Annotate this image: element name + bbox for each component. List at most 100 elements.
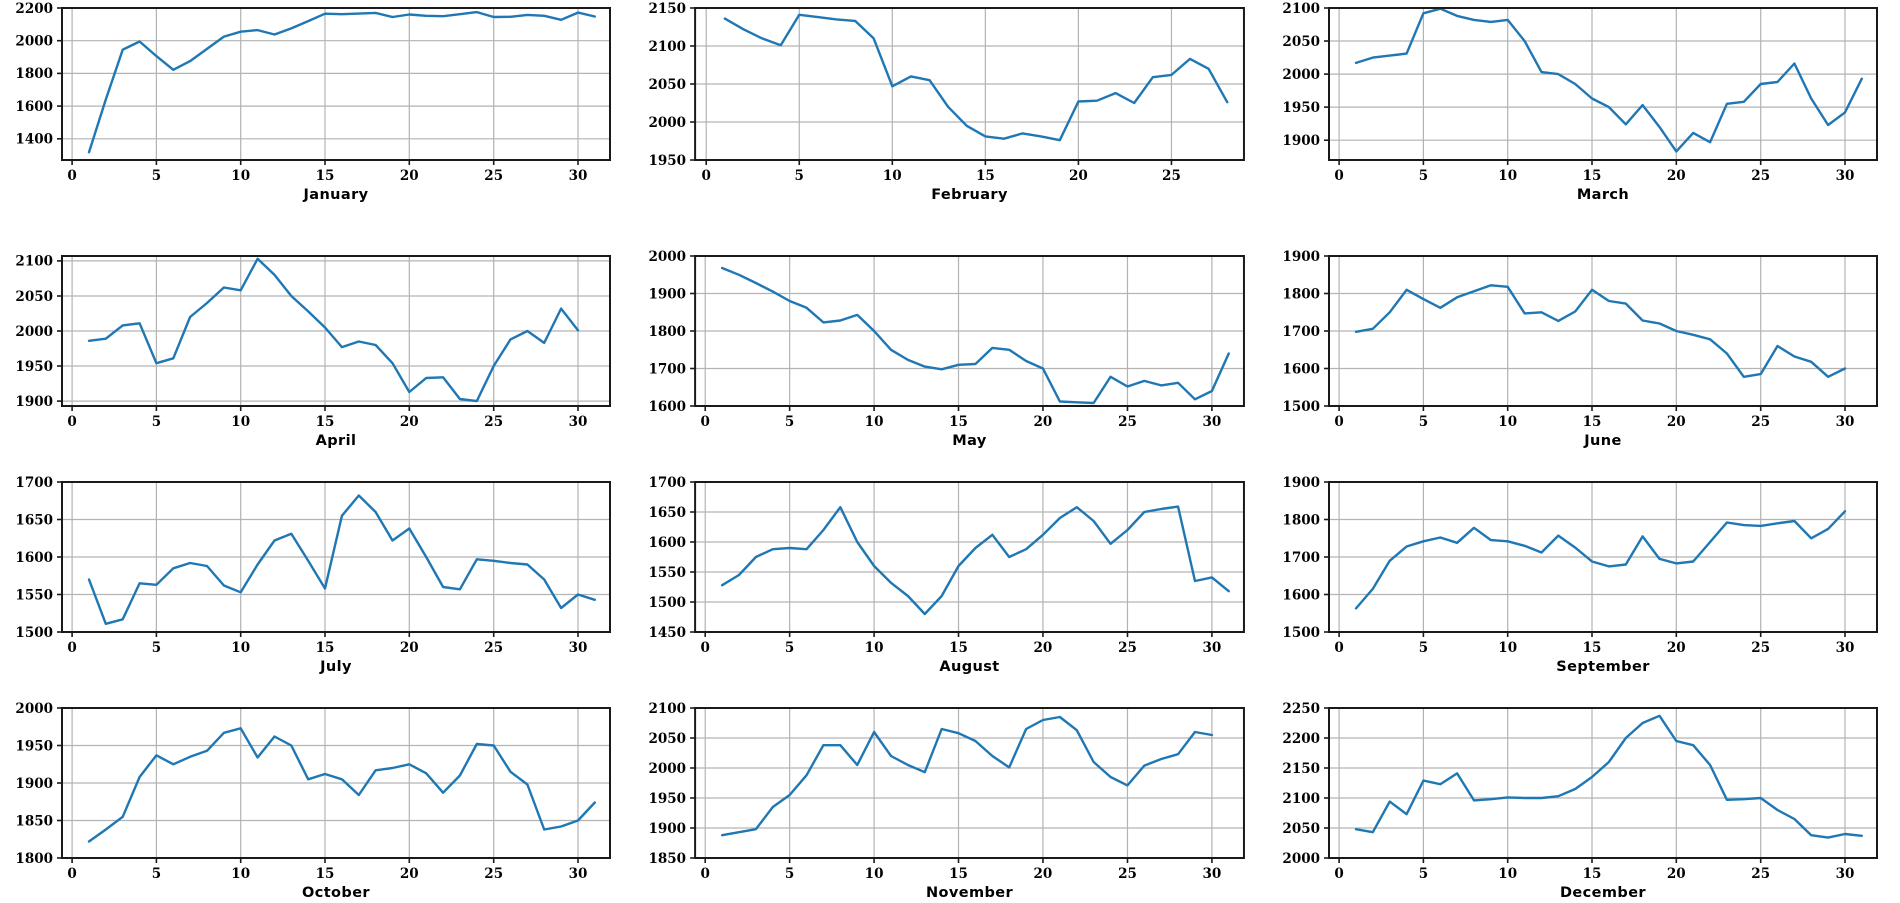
plot-border	[1328, 481, 1878, 633]
x-tick-label: 25	[484, 414, 503, 430]
x-tick-label: 0	[1334, 414, 1343, 430]
x-tick-label: 5	[795, 168, 804, 184]
y-tick-label: 1500	[15, 625, 53, 641]
month-label: July	[319, 659, 352, 675]
x-tick-label: 20	[1667, 640, 1686, 656]
y-tick-label: 1900	[15, 394, 53, 410]
x-tick-label: 30	[1836, 866, 1855, 882]
x-tick-label: 30	[1203, 640, 1222, 656]
april-data-line	[87, 257, 580, 403]
x-tick-label: 0	[701, 866, 710, 882]
y-tick-label: 1550	[648, 565, 686, 581]
chart-february: 1950 2000 2050 2100 2150 0 5 10 15 20 25 February	[633, 0, 1267, 226]
june-line-chart: 1500 1600 1700 1800 1900 0 5 10 15 20 25 30 June	[1282, 249, 1878, 449]
y-tick-label: 1650	[15, 512, 53, 528]
y-tick-label: 1900	[1282, 133, 1320, 149]
y-tick-label: 1600	[648, 535, 686, 551]
x-tick-label: 25	[1118, 866, 1137, 882]
july-data-line	[87, 494, 596, 626]
x-tick-label: 25	[1751, 866, 1770, 882]
y-tick-label: 1850	[15, 813, 53, 829]
y-tick-label: 1900	[15, 776, 53, 792]
y-tick-label: 2050	[15, 289, 53, 305]
y-tick-label: 1700	[648, 361, 686, 377]
x-tick-label: 25	[1751, 168, 1770, 184]
plot-border	[61, 7, 611, 161]
month-label: August	[939, 659, 999, 675]
x-tick-label: 15	[316, 866, 335, 882]
x-tick-label: 15	[949, 866, 968, 882]
y-tick-label: 2100	[648, 701, 686, 717]
x-tick-label: 30	[1203, 866, 1222, 882]
x-tick-label: 20	[1667, 168, 1686, 184]
chart-december: 2000 2050 2100 2150 2200 2250 0 5 10 15 20 25 30 Dece…	[1267, 678, 1900, 903]
december-line-chart: 2000 2050 2100 2150 2200 2250 0 5 10 15 20 25 30 Dece…	[1282, 701, 1878, 901]
plot-border	[694, 481, 1245, 633]
chart-july: 1500 1550 1600 1650 1700 0 5 10 15 20 25 30 July	[0, 452, 633, 678]
x-tick-label: 0	[1334, 866, 1343, 882]
x-tick-label: 15	[1583, 866, 1602, 882]
plot-border	[61, 481, 611, 633]
month-label: March	[1577, 187, 1629, 203]
x-tick-label: 10	[865, 640, 884, 656]
y-tick-label: 1850	[648, 851, 686, 867]
july-line-chart: 1500 1550 1600 1650 1700 0 5 10 15 20 25 30 July	[15, 475, 611, 675]
chart-april: 1900 1950 2000 2050 2100 0 5 10 15 20 25 30 April	[0, 226, 633, 452]
y-tick-label: 2000	[648, 249, 686, 265]
y-tick-label: 1800	[15, 66, 53, 82]
x-tick-label: 20	[1069, 168, 1088, 184]
plot-border	[694, 255, 1245, 407]
x-tick-label: 20	[400, 640, 419, 656]
february-line-chart: 1950 2000 2050 2100 2150 0 5 10 15 20 25 February	[648, 1, 1245, 203]
x-tick-label: 5	[1419, 640, 1428, 656]
x-tick-label: 5	[1419, 866, 1428, 882]
y-tick-label: 1950	[1282, 100, 1320, 116]
y-tick-label: 1950	[15, 359, 53, 375]
y-tick-label: 2050	[1282, 34, 1320, 50]
march-line-chart: 1900 1950 2000 2050 2100 0 5 10 15 20 25 30 March	[1282, 1, 1878, 203]
month-label: May	[952, 433, 987, 449]
y-tick-label: 2250	[1282, 701, 1320, 717]
august-data-line	[720, 505, 1230, 616]
y-tick-label: 2050	[1282, 821, 1320, 837]
x-tick-label: 20	[1667, 414, 1686, 430]
y-tick-label: 2200	[1282, 731, 1320, 747]
y-tick-label: 2100	[15, 254, 53, 270]
x-tick-label: 15	[1583, 168, 1602, 184]
plot-border	[61, 707, 611, 859]
x-tick-label: 30	[1836, 640, 1855, 656]
x-tick-label: 5	[785, 640, 794, 656]
september-data-line	[1354, 510, 1847, 610]
x-tick-label: 20	[400, 168, 419, 184]
x-tick-label: 30	[1836, 414, 1855, 430]
y-tick-label: 2000	[648, 761, 686, 777]
y-tick-label: 2100	[648, 39, 686, 55]
chart-january: 1400 1600 1800 2000 2200 0 5 10 15 20 25 30 January	[0, 0, 633, 226]
y-tick-label: 2000	[15, 701, 53, 717]
x-tick-label: 0	[701, 640, 710, 656]
x-tick-label: 5	[1419, 414, 1428, 430]
x-tick-label: 20	[1034, 866, 1053, 882]
y-tick-label: 1900	[1282, 249, 1320, 265]
x-tick-label: 15	[949, 414, 968, 430]
x-tick-label: 25	[1751, 640, 1770, 656]
x-tick-label: 30	[1836, 168, 1855, 184]
chart-march: 1900 1950 2000 2050 2100 0 5 10 15 20 25 30 March	[1267, 0, 1900, 226]
plot-border	[1328, 255, 1878, 407]
y-tick-label: 1950	[648, 791, 686, 807]
august-line-chart: 1450 1500 1550 1600 1650 1700 0 5 10 15 20 25 30 Augu…	[648, 475, 1245, 675]
x-tick-label: 15	[316, 414, 335, 430]
y-tick-label: 1600	[648, 399, 686, 415]
y-tick-label: 1800	[1282, 512, 1320, 528]
y-tick-label: 1700	[15, 475, 53, 491]
chart-august: 1450 1500 1550 1600 1650 1700 0 5 10 15 20 25 30 Augu…	[633, 452, 1267, 678]
y-tick-label: 2150	[1282, 761, 1320, 777]
y-tick-label: 1950	[648, 153, 686, 169]
y-tick-label: 2000	[15, 34, 53, 50]
chart-september: 1500 1600 1700 1800 1900 0 5 10 15 20 25 30 Septembe…	[1267, 452, 1900, 678]
y-tick-label: 1800	[15, 851, 53, 867]
x-tick-label: 10	[865, 866, 884, 882]
y-tick-label: 1550	[15, 587, 53, 603]
y-tick-label: 2000	[1282, 851, 1320, 867]
